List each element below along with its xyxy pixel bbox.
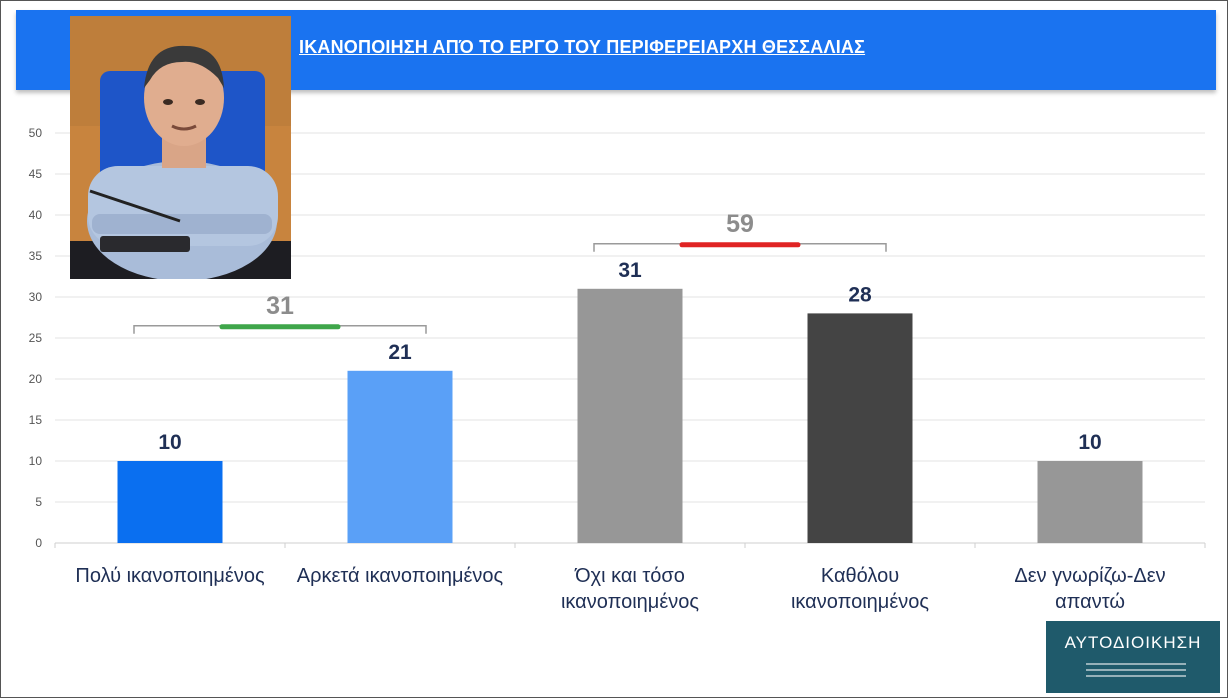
y-tick-label: 50	[29, 126, 43, 140]
x-category-label: Πολύ ικανοποιημένος	[75, 565, 265, 587]
bar	[347, 370, 453, 543]
bar-value-label: 10	[1078, 431, 1101, 454]
x-category-label: ικανοποιημένος	[791, 591, 929, 613]
x-category-label: Καθόλου	[821, 565, 899, 587]
logo-text: ΑΥΤΟΔΙΟΙΚΗΣΗ	[1064, 633, 1202, 652]
y-tick-label: 45	[29, 167, 43, 181]
group-total-label: 31	[266, 292, 294, 320]
bar	[577, 288, 683, 543]
bar-value-label: 21	[388, 341, 412, 364]
y-tick-label: 10	[29, 454, 43, 468]
y-tick-label: 35	[29, 249, 43, 263]
y-tick-label: 40	[29, 208, 43, 222]
bar-value-label: 31	[618, 259, 642, 282]
logo-decoration	[1086, 663, 1186, 681]
group-total-label: 59	[726, 210, 754, 238]
y-tick-label: 30	[29, 290, 43, 304]
portrait-image	[70, 16, 291, 279]
y-tick-label: 5	[35, 495, 42, 509]
x-category-label: ικανοποιημένος	[561, 591, 699, 613]
y-tick-label: 0	[35, 536, 42, 550]
x-category-label: Αρκετά ικανοποιημένος	[297, 565, 504, 587]
x-category-label: Όχι και τόσο	[574, 565, 685, 587]
y-tick-label: 20	[29, 372, 43, 386]
chart-title: ΙΚΑΝΟΠΟΙΗΣΗ ΑΠΌ ΤΟ ΕΡΓΟ ΤΟΥ ΠΕΡΙΦΕΡΕΙΑΡΧ…	[299, 37, 866, 57]
logo-autodioikisi: ΑΥΤΟΔΙΟΙΚΗΣΗ	[1046, 621, 1220, 693]
official-photo	[70, 16, 291, 279]
x-category-label: Δεν γνωρίζω-Δεν	[1014, 565, 1165, 587]
bar-value-label: 10	[158, 431, 181, 454]
bar	[117, 461, 223, 543]
bar	[807, 313, 913, 543]
bar-value-label: 28	[848, 283, 872, 306]
y-tick-label: 15	[29, 413, 43, 427]
bar	[1037, 461, 1143, 543]
y-tick-label: 25	[29, 331, 43, 345]
x-category-label: απαντώ	[1055, 591, 1125, 613]
